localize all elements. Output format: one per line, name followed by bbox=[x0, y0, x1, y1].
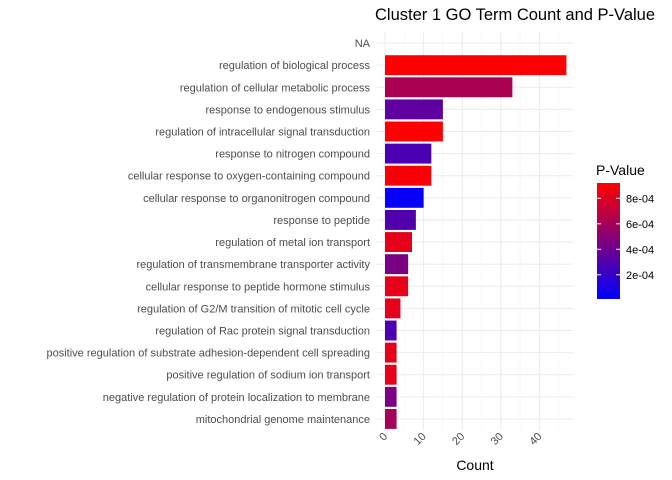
x-tick-labels: 0 10 20 30 40 bbox=[377, 431, 544, 448]
bar bbox=[385, 77, 513, 98]
bar bbox=[385, 342, 397, 363]
legend-tick-label: 8e-04 bbox=[626, 193, 654, 205]
bar bbox=[385, 143, 432, 164]
chart-title: Cluster 1 GO Term Count and P-Value bbox=[375, 6, 655, 24]
x-tick-label: 30 bbox=[489, 431, 506, 448]
bar bbox=[385, 165, 432, 186]
bar bbox=[385, 276, 409, 297]
x-axis-title: Count bbox=[456, 457, 493, 473]
legend-colorbar bbox=[597, 183, 620, 299]
y-tick-label: regulation of cellular metabolic process bbox=[180, 82, 371, 94]
bar bbox=[385, 386, 397, 407]
y-tick-label: cellular response to organonitrogen comp… bbox=[143, 193, 370, 205]
bar bbox=[385, 55, 567, 76]
bar bbox=[385, 187, 424, 208]
y-tick-labels: NA regulation of biological process regula… bbox=[47, 38, 371, 426]
y-tick-label: regulation of metal ion transport bbox=[215, 237, 370, 249]
bar bbox=[385, 121, 443, 142]
bar bbox=[385, 298, 401, 319]
color-legend: P-Value 2e-04 4e-04 6e-04 8e-04 bbox=[596, 162, 654, 299]
x-tick-label: 10 bbox=[412, 431, 429, 448]
y-tick-label: response to nitrogen compound bbox=[215, 149, 370, 161]
y-tick-label: mitochondrial genome maintenance bbox=[196, 414, 370, 426]
y-tick-label: cellular response to oxygen-containing c… bbox=[128, 171, 370, 183]
bar bbox=[385, 408, 397, 429]
bar bbox=[385, 364, 397, 385]
legend-ticks: 2e-04 4e-04 6e-04 8e-04 bbox=[597, 193, 654, 282]
y-tick-label: regulation of transmembrane transporter … bbox=[136, 259, 370, 271]
bar bbox=[385, 209, 416, 230]
legend-tick-label: 2e-04 bbox=[626, 270, 654, 282]
x-tick-label: 0 bbox=[377, 431, 390, 444]
bar bbox=[385, 99, 443, 120]
y-tick-label: regulation of Rac protein signal transdu… bbox=[155, 326, 370, 338]
y-tick-label: positive regulation of sodium ion transp… bbox=[166, 370, 370, 382]
y-tick-label: positive regulation of substrate adhesio… bbox=[47, 348, 371, 360]
x-tick-label: 40 bbox=[527, 431, 544, 448]
y-tick-label: regulation of biological process bbox=[219, 60, 371, 72]
legend-tick-label: 6e-04 bbox=[626, 219, 654, 231]
bar bbox=[385, 320, 397, 341]
legend-tick-label: 4e-04 bbox=[626, 244, 654, 256]
bar bbox=[385, 232, 413, 253]
y-tick-label: response to peptide bbox=[273, 215, 370, 227]
x-tick-label: 20 bbox=[450, 431, 467, 448]
y-tick-label: regulation of G2/M transition of mitotic… bbox=[137, 303, 370, 315]
legend-title: P-Value bbox=[596, 162, 645, 178]
y-tick-label: negative regulation of protein localizat… bbox=[103, 392, 370, 404]
y-tick-label: NA bbox=[355, 38, 371, 50]
y-tick-label: regulation of intracellular signal trans… bbox=[155, 127, 370, 139]
y-tick-label: response to endogenous stimulus bbox=[206, 104, 371, 116]
y-tick-label: cellular response to peptide hormone sti… bbox=[146, 281, 371, 293]
bars-layer bbox=[385, 55, 567, 429]
bar bbox=[385, 254, 409, 275]
